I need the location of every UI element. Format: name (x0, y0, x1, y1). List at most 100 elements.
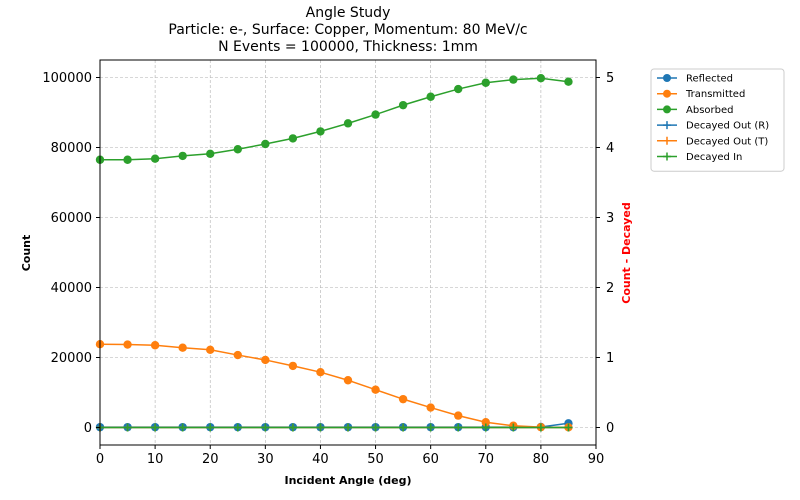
data-point-absorbed (343, 119, 353, 128)
data-point-absorbed (481, 78, 490, 87)
y2-axis-ticks: 0 1 2 3 4 5 (596, 71, 614, 436)
y-tick-label: 60000 (51, 211, 92, 226)
data-point-absorbed (123, 155, 132, 164)
series-group (95, 74, 573, 432)
data-point-transmitted (343, 376, 353, 385)
data-point-absorbed (371, 110, 380, 119)
data-point-absorbed (564, 77, 573, 86)
legend-marker (663, 121, 671, 130)
legend-item-decayed-in: Decayed In (657, 152, 742, 163)
y-axis-label: Count (20, 235, 33, 272)
data-point-absorbed (261, 139, 270, 149)
legend-item-decayed-out-r: Decayed Out (R) (657, 121, 769, 132)
data-point-transmitted (454, 411, 463, 420)
data-point-absorbed (509, 75, 518, 84)
legend-marker (663, 89, 671, 98)
x-tick-label: 40 (312, 452, 329, 467)
series-line-absorbed (100, 77, 569, 161)
data-point-decayed-in (536, 423, 545, 432)
x-axis-label: Incident Angle (deg) (284, 474, 411, 487)
data-point-absorbed (398, 100, 408, 110)
legend-item-decayed-out-t: Decayed Out (T) (657, 136, 768, 147)
series-decayed-in (96, 423, 573, 432)
legend-marker (663, 152, 671, 161)
data-point-decayed-in (123, 423, 132, 432)
legend-label: Decayed In (686, 152, 742, 163)
x-tick-label: 20 (202, 452, 219, 467)
x-tick-label: 80 (533, 452, 550, 467)
y-tick-label: 80000 (51, 141, 92, 156)
data-point-transmitted (288, 361, 298, 371)
data-point-transmitted (398, 394, 408, 404)
y2-tick-label: 0 (606, 421, 614, 436)
y2-axis-label: Count - Decayed (620, 202, 633, 303)
data-point-absorbed (233, 145, 242, 154)
grid (99, 60, 597, 445)
data-point-absorbed (426, 92, 435, 101)
legend: Reflected Transmitted Absorbed Decayed Out … (650, 68, 785, 172)
data-point-decayed-in (151, 423, 160, 432)
data-point-decayed-in (178, 423, 187, 432)
data-point-transmitted (371, 385, 380, 394)
legend-label: Decayed Out (R) (686, 121, 769, 132)
y2-tick-label: 1 (606, 351, 614, 366)
series-reflected (95, 419, 573, 432)
data-point-absorbed (316, 127, 325, 136)
legend-marker (663, 136, 671, 145)
data-point-absorbed (288, 134, 298, 143)
y2-tick-label: 4 (606, 141, 614, 156)
x-tick-label: 70 (478, 452, 495, 467)
data-point-decayed-in (454, 423, 463, 432)
y2-tick-label: 3 (606, 211, 614, 226)
data-point-decayed-in (261, 423, 270, 432)
legend-item-reflected: Reflected (657, 74, 733, 85)
data-point-transmitted (426, 403, 435, 412)
data-point-absorbed (206, 149, 215, 158)
x-tick-label: 30 (257, 452, 274, 467)
data-point-transmitted (123, 340, 132, 349)
data-point-transmitted (481, 418, 490, 427)
x-axis-ticks: 0 10 20 30 40 50 60 70 80 90 (96, 445, 604, 467)
x-tick-label: 0 (96, 452, 104, 467)
legend-label: Reflected (686, 74, 733, 85)
chart-title-line-3: N Events = 100000, Thickness: 1mm (218, 39, 478, 55)
data-point-absorbed (454, 84, 463, 94)
data-point-decayed-in (288, 423, 297, 432)
data-point-absorbed (536, 74, 546, 83)
data-point-decayed-in (481, 423, 490, 432)
y2-tick-label: 5 (606, 71, 614, 86)
data-point-decayed-in (509, 423, 518, 432)
legend-box (650, 68, 785, 172)
data-point-decayed-in (564, 423, 573, 432)
chart-title-line-1: Angle Study (306, 5, 391, 21)
y-tick-label: 100000 (42, 71, 92, 86)
data-point-transmitted (206, 345, 215, 354)
data-point-transmitted (261, 355, 270, 365)
data-point-transmitted (150, 341, 160, 350)
x-tick-label: 60 (422, 452, 439, 467)
data-point-decayed-in (399, 423, 408, 432)
y2-tick-label: 2 (606, 281, 614, 296)
legend-marker (663, 105, 671, 114)
y-tick-label: 40000 (51, 281, 92, 296)
data-point-absorbed (178, 151, 187, 161)
legend-label: Transmitted (685, 89, 745, 100)
x-tick-label: 90 (588, 452, 605, 467)
data-point-decayed-in (206, 423, 215, 432)
x-tick-label: 10 (147, 452, 164, 467)
data-point-decayed-in (344, 423, 352, 432)
legend-marker (663, 74, 671, 82)
data-point-absorbed (150, 154, 160, 163)
data-point-decayed-in (426, 423, 435, 432)
y-tick-label: 0 (84, 421, 92, 436)
y-tick-label: 20000 (51, 351, 92, 366)
data-point-decayed-in (233, 423, 242, 432)
series-absorbed (95, 74, 573, 164)
legend-item-absorbed: Absorbed (657, 105, 733, 116)
series-line-transmitted (99, 343, 569, 429)
series-transmitted (95, 340, 573, 432)
legend-label: Decayed Out (T) (686, 136, 768, 147)
x-tick-label: 50 (367, 452, 384, 467)
data-point-transmitted (233, 350, 242, 360)
